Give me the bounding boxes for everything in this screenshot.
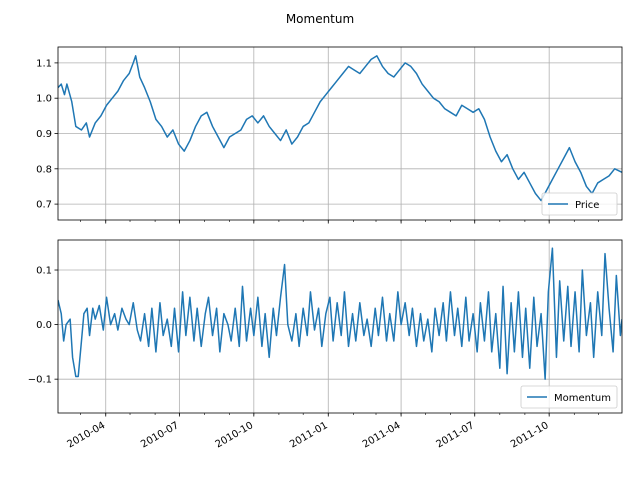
y-tick-label: 0.7 [36,200,52,211]
figure-title: Momentum [286,12,354,26]
y-tick-label: 1.1 [36,58,52,69]
y-tick-label: 0.9 [36,129,52,140]
legend-box [541,192,618,216]
legend-label: Price [575,200,599,211]
legend: Price [541,192,618,216]
y-tick-label: −0.1 [28,375,52,386]
y-tick-label: 0.0 [36,320,52,331]
series-line-price [58,55,622,202]
legend: Momentum [520,385,618,409]
y-tick-label: 0.8 [36,164,52,175]
legend-label: Momentum [554,393,611,404]
axes-frame [57,239,623,414]
legend-box [520,385,618,409]
axes-frame [57,46,623,221]
y-tick-label: 1.0 [36,94,52,105]
price-panel: 0.7 0.8 0.9 1.0 1.1 Price [36,46,623,224]
y-tick-label: 0.1 [36,266,52,277]
series-line-momentum [58,247,622,380]
